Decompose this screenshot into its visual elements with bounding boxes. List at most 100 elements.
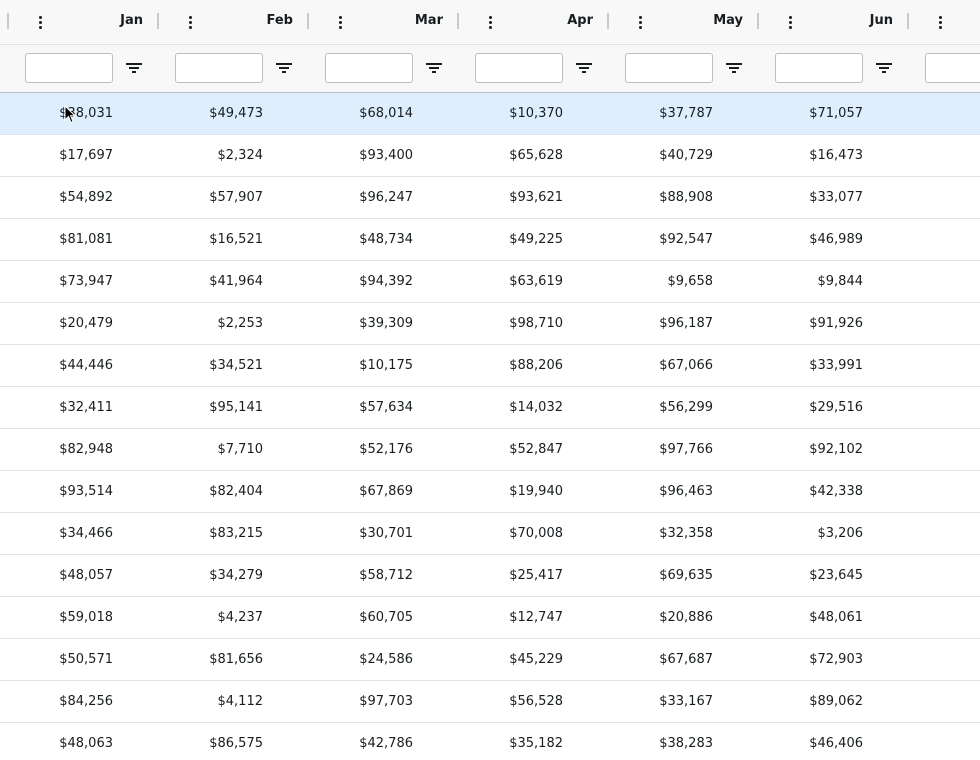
table-cell[interactable]: $9,658 [667, 274, 714, 289]
table-cell[interactable]: $49,473 [209, 106, 263, 121]
filter-icon[interactable] [576, 61, 592, 75]
table-cell[interactable]: $54,892 [59, 190, 113, 205]
table-cell[interactable]: $93,621 [509, 190, 563, 205]
table-cell[interactable]: $91,926 [809, 316, 863, 331]
table-cell[interactable]: $45,229 [509, 652, 563, 667]
table-cell[interactable]: $57,634 [359, 400, 413, 415]
table-cell[interactable]: $69,635 [659, 568, 713, 583]
table-cell[interactable]: $52,176 [359, 442, 413, 457]
column-filter-input[interactable] [25, 53, 113, 83]
table-cell[interactable]: $49,225 [509, 232, 563, 247]
column-menu-icon[interactable] [632, 12, 650, 32]
table-cell[interactable]: $52,847 [509, 442, 563, 457]
column-header-4[interactable]: May [607, 0, 758, 44]
table-cell[interactable]: $63,619 [509, 274, 563, 289]
filter-icon[interactable] [126, 61, 142, 75]
table-cell[interactable]: $84,256 [59, 694, 113, 709]
table-cell[interactable]: $9,844 [817, 274, 864, 289]
column-filter-input[interactable] [325, 53, 413, 83]
column-resize-handle[interactable] [7, 13, 9, 29]
table-row[interactable]: $50,571 $81,656 $24,586 $45,229 $67,687 $72,9… [0, 639, 980, 681]
table-cell[interactable]: $16,521 [209, 232, 263, 247]
table-cell[interactable]: $41,964 [209, 274, 263, 289]
table-cell[interactable]: $33,167 [659, 694, 713, 709]
table-row[interactable]: $84,256 $4,112 $97,703 $56,528 $33,167 $89,06… [0, 681, 980, 723]
column-header-6[interactable] [907, 0, 980, 44]
table-cell[interactable]: $97,766 [659, 442, 713, 457]
column-menu-icon[interactable] [932, 12, 950, 32]
table-cell[interactable]: $58,712 [359, 568, 413, 583]
table-cell[interactable]: $65,628 [509, 148, 563, 163]
table-cell[interactable]: $48,734 [359, 232, 413, 247]
column-menu-icon[interactable] [182, 12, 200, 32]
table-cell[interactable]: $34,466 [59, 526, 113, 541]
table-cell[interactable]: $10,175 [359, 358, 413, 373]
table-cell[interactable]: $94,392 [359, 274, 413, 289]
table-cell[interactable]: $33,077 [809, 190, 863, 205]
table-cell[interactable]: $2,324 [217, 148, 264, 163]
table-cell[interactable]: $88,206 [509, 358, 563, 373]
table-row[interactable]: $20,479 $2,253 $39,309 $98,710 $96,187 $91,92… [0, 303, 980, 345]
column-header-2[interactable]: Mar [307, 0, 458, 44]
table-cell[interactable]: $14,032 [509, 400, 563, 415]
column-resize-handle[interactable] [457, 13, 459, 29]
table-row[interactable]: $38,031 $49,473 $68,014 $10,370 $37,787 $71,0… [0, 93, 980, 135]
table-cell[interactable]: $44,446 [59, 358, 113, 373]
table-cell[interactable]: $67,687 [659, 652, 713, 667]
filter-icon[interactable] [426, 61, 442, 75]
column-filter-input[interactable] [775, 53, 863, 83]
table-row[interactable]: $17,697 $2,324 $93,400 $65,628 $40,729 $16,47… [0, 135, 980, 177]
table-cell[interactable]: $68,014 [359, 106, 413, 121]
table-cell[interactable]: $33,991 [809, 358, 863, 373]
table-cell[interactable]: $39,309 [359, 316, 413, 331]
table-cell[interactable]: $59,018 [59, 610, 113, 625]
column-header-1[interactable]: Feb [157, 0, 308, 44]
table-cell[interactable]: $73,947 [59, 274, 113, 289]
table-cell[interactable]: $95,141 [209, 400, 263, 415]
column-menu-icon[interactable] [332, 12, 350, 32]
table-cell[interactable]: $25,417 [509, 568, 563, 583]
table-cell[interactable]: $83,215 [209, 526, 263, 541]
table-cell[interactable]: $7,710 [217, 442, 264, 457]
column-filter-input[interactable] [475, 53, 563, 83]
table-cell[interactable]: $34,279 [209, 568, 263, 583]
filter-icon[interactable] [876, 61, 892, 75]
table-cell[interactable]: $56,528 [509, 694, 563, 709]
column-filter-input[interactable] [625, 53, 713, 83]
table-cell[interactable]: $96,187 [659, 316, 713, 331]
table-cell[interactable]: $48,057 [59, 568, 113, 583]
table-row[interactable]: $59,018 $4,237 $60,705 $12,747 $20,886 $48,06… [0, 597, 980, 639]
table-cell[interactable]: $92,102 [809, 442, 863, 457]
table-cell[interactable]: $2,253 [217, 316, 264, 331]
table-cell[interactable]: $20,479 [59, 316, 113, 331]
table-cell[interactable]: $50,571 [59, 652, 113, 667]
column-header-5[interactable]: Jun [757, 0, 908, 44]
filter-icon[interactable] [726, 61, 742, 75]
table-row[interactable]: $44,446 $34,521 $10,175 $88,206 $67,066 $33,9… [0, 345, 980, 387]
table-cell[interactable]: $67,066 [659, 358, 713, 373]
table-cell[interactable]: $32,411 [59, 400, 113, 415]
table-cell[interactable]: $48,063 [59, 736, 113, 751]
table-cell[interactable]: $71,057 [809, 106, 863, 121]
table-cell[interactable]: $24,586 [359, 652, 413, 667]
table-row[interactable]: $34,466 $83,215 $30,701 $70,008 $32,358 $3,20… [0, 513, 980, 555]
table-cell[interactable]: $93,514 [59, 484, 113, 499]
table-cell[interactable]: $67,869 [359, 484, 413, 499]
table-cell[interactable]: $86,575 [209, 736, 263, 751]
table-cell[interactable]: $4,237 [217, 610, 264, 625]
column-resize-handle[interactable] [907, 13, 909, 29]
column-filter-input[interactable] [175, 53, 263, 83]
table-cell[interactable]: $57,907 [209, 190, 263, 205]
column-resize-handle[interactable] [157, 13, 159, 29]
table-cell[interactable]: $72,903 [809, 652, 863, 667]
table-cell[interactable]: $96,247 [359, 190, 413, 205]
table-row[interactable]: $93,514 $82,404 $67,869 $19,940 $96,463 $42,3… [0, 471, 980, 513]
table-cell[interactable]: $35,182 [509, 736, 563, 751]
table-cell[interactable]: $38,283 [659, 736, 713, 751]
table-row[interactable]: $81,081 $16,521 $48,734 $49,225 $92,547 $46,9… [0, 219, 980, 261]
column-menu-icon[interactable] [32, 12, 50, 32]
filter-icon[interactable] [276, 61, 292, 75]
table-cell[interactable]: $82,404 [209, 484, 263, 499]
table-cell[interactable]: $19,940 [509, 484, 563, 499]
column-menu-icon[interactable] [782, 12, 800, 32]
